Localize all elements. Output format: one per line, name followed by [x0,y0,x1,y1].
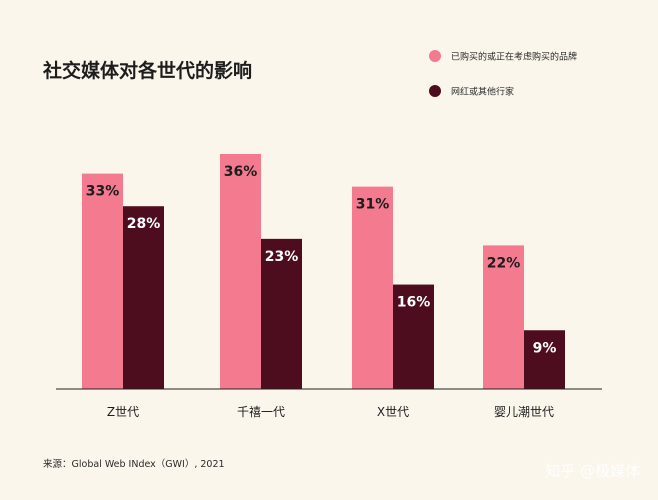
chart-title: 社交媒体对各世代的影响 [42,59,252,82]
data-labels-group: 33% 28% 36% 23% 31% 16% 22% 9% [86,164,557,356]
bars-group [82,154,565,389]
legend-label-series-2: 网红或其他行家 [451,86,514,98]
legend: 已购买的或正在考虑购买的品牌 网红或其他行家 [429,50,577,98]
bar-2-4 [524,330,565,389]
bar-1-2 [220,154,261,389]
data-label-2-4: 9% [533,340,557,356]
legend-swatch-series-2 [429,85,441,97]
watermark: 知乎 @极媒体 [545,462,640,480]
category-label-4: 婴儿潮世代 [494,404,554,419]
data-label-2-1: 28% [127,216,161,232]
bar-2-1 [123,206,164,389]
bar-1-4 [483,245,524,389]
data-label-2-3: 16% [397,295,431,311]
bar-2-2 [261,238,302,389]
bar-1-1 [82,173,123,389]
data-label-1-3: 31% [356,197,390,213]
data-label-1-4: 22% [487,255,521,271]
data-label-1-2: 36% [224,164,258,180]
data-label-2-2: 23% [265,249,299,265]
legend-swatch-series-1 [429,50,441,62]
category-label-3: X世代 [377,405,409,419]
data-label-1-1: 33% [86,184,120,200]
category-label-2: 千禧一代 [237,405,285,419]
bar-2-3 [393,284,434,389]
source-note: 来源：Global Web INdex（GWI）, 2021 [43,458,225,470]
legend-label-series-1: 已购买的或正在考虑购买的品牌 [451,51,577,63]
bar-1-3 [352,186,393,389]
category-label-1: Z世代 [107,405,139,419]
category-labels-group: Z世代 千禧一代 X世代 婴儿潮世代 [107,404,554,419]
